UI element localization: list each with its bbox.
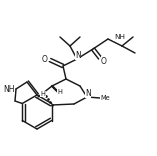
Text: Me: Me — [100, 95, 110, 101]
Text: NH: NH — [3, 85, 15, 93]
Text: O: O — [101, 56, 107, 66]
Text: H: H — [41, 91, 45, 97]
Text: N: N — [75, 51, 81, 59]
Text: N: N — [85, 88, 91, 98]
Text: O: O — [42, 54, 48, 63]
Text: NH: NH — [114, 34, 125, 40]
Text: H: H — [58, 89, 62, 95]
